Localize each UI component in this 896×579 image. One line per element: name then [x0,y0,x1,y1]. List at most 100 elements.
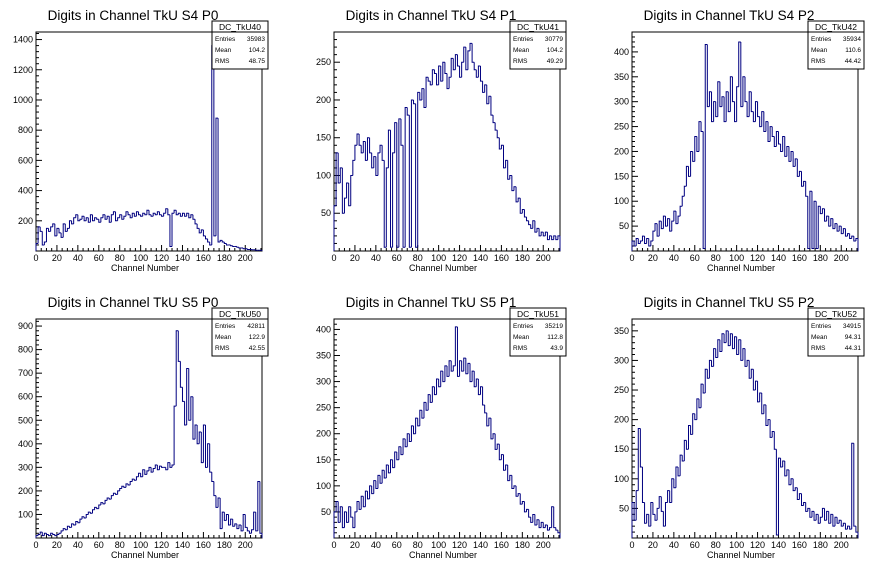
x-tick-label: 140 [771,540,786,550]
x-tick-label: 140 [175,253,190,263]
x-tick-label: 180 [813,540,828,550]
x-tick-label: 120 [750,540,765,550]
histogram-bin [418,92,420,247]
stats-label-entries: Entries [215,323,236,330]
x-tick-label: 120 [452,540,467,550]
y-tick-label: 350 [614,326,629,336]
histogram-bin [159,212,161,215]
x-tick-label: 20 [648,253,658,263]
x-tick-label: 0 [331,540,336,550]
histogram-bin [774,431,776,449]
x-tick-label: 40 [669,540,679,550]
histogram-bin [393,153,395,247]
histogram-bin [44,242,46,245]
histogram-bin [378,153,380,176]
histogram-bin [820,517,822,523]
histogram-bin [80,519,82,523]
histogram-bin [449,77,451,88]
histogram-bin [222,240,224,242]
chart-title: Digits in Channel TkU S5 P1 [346,295,517,310]
stats-label-rms: RMS [811,345,826,352]
histogram-bin [370,138,372,153]
histogram-bin [40,227,42,232]
histogram-bin [524,209,526,217]
x-tick-label: 80 [711,253,721,263]
stats-value-mean: 104.2 [547,47,564,54]
stats-name: DC_TkU51 [517,309,559,319]
x-tick-label: 200 [834,540,849,550]
histogram-bin [168,209,170,215]
x-tick-label: 80 [115,540,125,550]
histogram-bin [678,216,680,223]
histogram-bin [149,210,151,215]
x-tick-label: 140 [175,540,190,550]
histogram-bin [457,55,459,66]
y-tick-label: 600 [18,155,33,165]
y-tick-label: 100 [316,170,331,180]
x-tick-label: 200 [834,253,849,263]
x-tick-label: 0 [33,253,38,263]
histogram-bin [59,533,61,534]
histogram-bin [208,239,210,242]
stats-value-mean: 122.9 [249,334,266,341]
y-tick-label: 400 [316,324,331,334]
y-tick-label: 50 [619,503,629,513]
x-tick-label: 200 [536,253,551,263]
y-tick-label: 700 [18,368,33,378]
x-tick-label: 80 [413,253,423,263]
stats-label-entries: Entries [513,323,534,330]
histogram-bin [434,70,436,74]
x-tick-label: 60 [392,253,402,263]
x-tick-label: 120 [154,540,169,550]
stats-label-entries: Entries [811,323,832,330]
y-tick-label: 300 [18,462,33,472]
x-tick-label: 200 [238,540,253,550]
y-tick-label: 150 [316,455,331,465]
x-tick-label: 20 [52,540,62,550]
histogram-bin [382,145,384,160]
x-tick-label: 100 [729,540,744,550]
stats-label-mean: Mean [811,47,828,54]
x-tick-label: 80 [115,253,125,263]
x-tick-label: 60 [94,540,104,550]
x-tick-label: 80 [711,540,721,550]
histogram-bin [407,108,409,116]
histogram-bin [453,366,455,371]
x-tick-label: 120 [452,253,467,263]
histogram-bin [124,216,126,219]
histogram-bin [351,507,353,517]
x-tick-label: 100 [431,540,446,550]
x-tick-label: 180 [217,540,232,550]
x-tick-label: 160 [494,253,509,263]
histogram-bin [428,77,430,81]
x-tick-label: 200 [238,253,253,263]
x-tick-label: 40 [73,253,83,263]
histogram-bin [174,406,176,465]
histogram-bin [550,528,552,531]
y-tick-label: 300 [614,97,629,107]
histogram-bin [162,466,164,467]
x-tick-label: 40 [371,540,381,550]
stats-name: DC_TkU41 [517,22,559,32]
stats-value-entries: 42811 [247,323,265,330]
x-tick-label: 140 [771,253,786,263]
histogram-bin [111,215,113,223]
x-axis-label: Channel Number [409,263,477,273]
histogram-bin [737,87,739,122]
histogram-bin [172,213,174,246]
histogram-bin [462,62,464,77]
y-tick-label: 900 [18,321,33,331]
stats-label-mean: Mean [215,334,232,341]
y-tick-label: 100 [316,481,331,491]
x-axis-label: Channel Number [111,550,179,560]
histogram-bin [245,514,247,527]
y-tick-label: 600 [18,392,33,402]
x-tick-label: 180 [217,253,232,263]
y-tick-label: 200 [18,486,33,496]
histogram-bin [529,509,531,517]
x-tick-label: 60 [690,540,700,550]
